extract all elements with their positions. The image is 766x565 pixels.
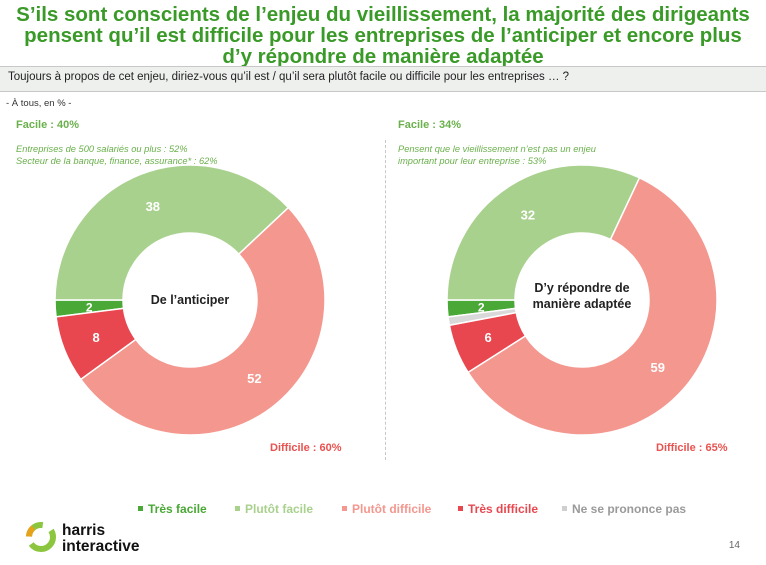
- left-note-1: Entreprises de 500 salariés ou plus : 52…: [16, 144, 188, 154]
- donut-slice-label: 59: [651, 360, 665, 375]
- harris-logo-icon: [26, 522, 56, 552]
- donut-hole: [516, 234, 648, 366]
- legend-item-nsp: Ne se prononce pas: [562, 502, 686, 516]
- right-facile-total: Facile : 34%: [398, 119, 461, 131]
- logo-line-2: interactive: [62, 538, 140, 555]
- donut-slice: [466, 176, 718, 436]
- donut-slice-label: 38: [146, 199, 160, 214]
- base-note: - À tous, en % -: [6, 98, 72, 109]
- legend-label: Ne se prononce pas: [572, 502, 687, 516]
- legend-label: Plutôt difficile: [352, 502, 432, 516]
- donut-slice-label: 52: [247, 371, 261, 386]
- donut-slice-label: 2: [86, 300, 93, 314]
- left-center-label: De l’anticiper: [150, 293, 230, 307]
- donut-slice-label: 8: [92, 330, 99, 345]
- donut-slice: [446, 164, 641, 301]
- donut-slice-label: 32: [521, 208, 535, 223]
- legend-swatch: [342, 506, 347, 512]
- legend-label: Très facile: [148, 502, 207, 516]
- question-bar: [0, 66, 766, 92]
- legend-swatch: [562, 506, 567, 512]
- legend-swatch: [138, 506, 143, 512]
- legend-item-tres-difficile: Très difficile: [458, 502, 538, 516]
- right-note-1: Pensent que le vieillissement n’est pas …: [398, 144, 596, 166]
- legend-swatch: [458, 506, 463, 512]
- left-facile-total: Facile : 40%: [16, 119, 79, 131]
- legend-item-tres-facile: Très facile: [138, 502, 207, 516]
- right-difficile-total: Difficile : 65%: [656, 442, 728, 454]
- page-title: S’ils sont conscients de l’enjeu du viei…: [16, 3, 750, 68]
- legend-label: Plutôt facile: [245, 502, 314, 516]
- donut-slice: [54, 164, 290, 301]
- donut-hole: [124, 234, 256, 366]
- donut-slice-label: 2: [478, 300, 485, 314]
- legend-swatch: [235, 506, 240, 512]
- donut-slice: [447, 307, 518, 327]
- left-difficile-total: Difficile : 60%: [270, 442, 342, 454]
- donut-slice-label: 6: [484, 330, 491, 345]
- legend-item-plutot-facile: Plutôt facile: [235, 502, 313, 516]
- logo-wordmark: harris interactive: [62, 523, 140, 555]
- legend-item-plutot-difficile: Plutôt difficile: [342, 502, 431, 516]
- page-number: 14: [728, 540, 740, 551]
- legend-label: Très difficile: [468, 502, 539, 516]
- left-note-2: Secteur de la banque, finance, assurance…: [16, 156, 218, 166]
- logo-line-1: harris: [62, 522, 106, 539]
- question-text: Toujours à propos de cet enjeu, diriez-v…: [8, 71, 570, 83]
- chart-divider: [385, 140, 386, 460]
- donut-slice: [55, 307, 137, 381]
- donut-slice: [79, 206, 326, 436]
- right-center-label: D’y répondre de manière adaptée: [532, 281, 632, 311]
